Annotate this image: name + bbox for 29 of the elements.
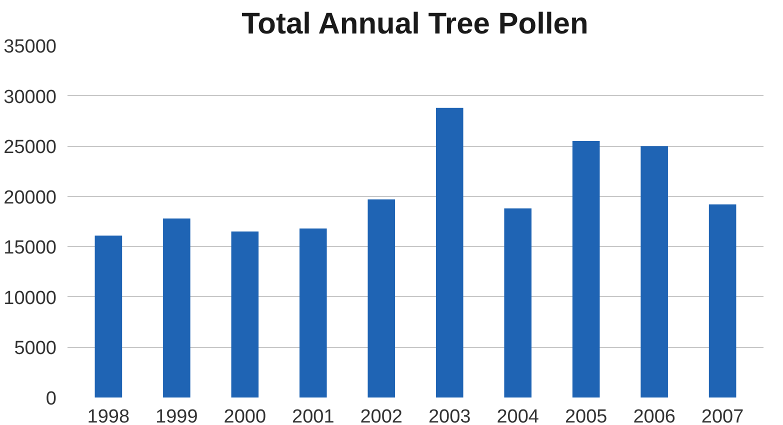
- x-tick-label: 2000: [224, 406, 266, 425]
- x-tick-label: 2004: [496, 406, 540, 425]
- x-tick-label: 2007: [701, 406, 744, 425]
- x-tick-label: 2003: [428, 406, 471, 425]
- chart-title: Total Annual Tree Pollen: [242, 8, 588, 40]
- x-tick-label: 2005: [564, 406, 608, 425]
- bar: [163, 218, 190, 398]
- bar: [368, 199, 396, 398]
- x-tick-label: 2002: [360, 406, 403, 425]
- bar: [300, 228, 327, 398]
- x-tick-label: 1999: [156, 406, 198, 425]
- y-tick-label: 10000: [4, 288, 57, 309]
- x-tick-label: 1998: [87, 406, 130, 425]
- bar: [94, 236, 122, 398]
- y-tick-label: 15000: [4, 238, 57, 259]
- y-tick-label: 30000: [4, 86, 57, 108]
- y-tick-label: 0: [46, 388, 57, 410]
- bar: [436, 108, 464, 398]
- x-tick-label: 2006: [633, 406, 676, 425]
- y-tick-label: 5000: [14, 338, 57, 360]
- x-tick-label: 2001: [292, 406, 334, 425]
- bar: [231, 232, 259, 398]
- bar: [504, 208, 532, 398]
- y-tick-label: 35000: [4, 36, 57, 58]
- y-tick-label: 25000: [4, 137, 57, 158]
- bar: [572, 141, 600, 398]
- y-tick-label: 20000: [4, 187, 57, 208]
- bar: [708, 204, 736, 398]
- bar: [640, 146, 668, 398]
